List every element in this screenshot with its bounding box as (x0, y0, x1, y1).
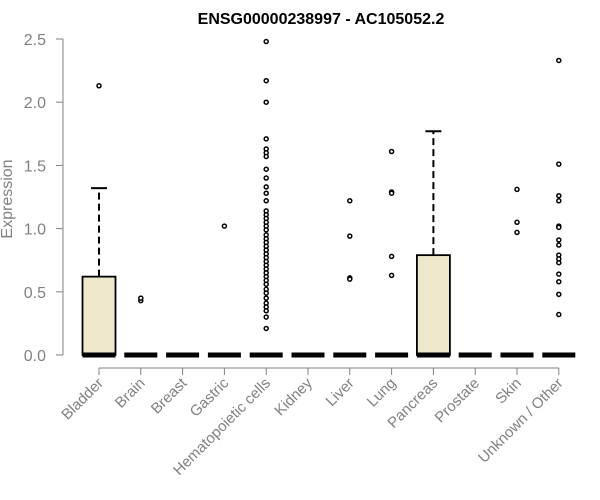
outlier-point (556, 237, 562, 243)
outlier-point (221, 223, 228, 229)
outlier-point (556, 57, 562, 64)
x-tick-label: Skin (492, 375, 525, 408)
outlier-point (556, 278, 562, 285)
y-axis: 0.0 0.5 1.0 1.5 2.0 2.5 (24, 32, 64, 365)
outlier-point (263, 77, 269, 84)
outlier-point (263, 314, 269, 320)
box-group (81, 83, 117, 358)
outlier-point (263, 281, 269, 287)
outlier-point (138, 295, 144, 301)
plot-area (81, 38, 576, 358)
box-group (333, 198, 367, 358)
outlier-point (263, 227, 269, 233)
outlier-point (514, 229, 520, 236)
outlier-point (263, 153, 269, 160)
x-tick-label: Kidney (271, 374, 316, 419)
outlier-point (263, 184, 269, 190)
y-tick-label: 1.0 (24, 222, 46, 239)
outlier-point (388, 148, 395, 155)
x-tick-label: Brain (112, 375, 149, 412)
x-tick-label: Prostate (431, 375, 483, 427)
y-tick-label: 2.0 (24, 95, 46, 112)
outlier-point (263, 136, 269, 142)
outlier-point (556, 311, 562, 318)
outlier-point (263, 198, 269, 204)
outlier-point (263, 38, 269, 45)
outlier-point (514, 186, 520, 193)
outlier-point (556, 161, 562, 167)
box-group (124, 295, 158, 358)
x-tick-label: Bladder (58, 375, 107, 424)
y-tick-label: 0.0 (24, 348, 46, 365)
outlier-point (263, 290, 269, 296)
outlier-point (263, 190, 269, 196)
y-axis-title: Expression (0, 159, 16, 238)
box (415, 254, 451, 356)
outlier-point (556, 198, 562, 204)
outlier-point (556, 291, 562, 298)
outlier-point (556, 192, 562, 199)
box-group (207, 223, 241, 358)
outlier-point (347, 276, 353, 282)
x-tick-label: Lung (364, 375, 400, 411)
outlier-point (556, 224, 562, 231)
outlier-point (96, 83, 102, 89)
outlier-point (556, 271, 562, 277)
x-tick-label: Breast (148, 374, 191, 417)
outlier-point (263, 166, 269, 172)
box (81, 275, 117, 356)
outlier-point (347, 198, 353, 204)
box-group (249, 38, 283, 358)
y-tick-label: 1.5 (24, 158, 46, 175)
box-group (542, 57, 576, 358)
outlier-point (263, 99, 269, 105)
outlier-point (556, 242, 562, 248)
chart-title: ENSG00000238997 - AC105052.2 (198, 11, 445, 28)
y-tick-label: 0.5 (24, 285, 46, 302)
outlier-point (263, 325, 269, 332)
outlier-point (388, 253, 395, 260)
outlier-point (514, 219, 520, 226)
box-group (415, 130, 451, 358)
outlier-point (263, 308, 269, 314)
x-tick-label: Liver (323, 375, 358, 410)
outlier-point (263, 175, 269, 181)
y-tick-label: 2.5 (24, 32, 46, 49)
box-group (375, 148, 409, 358)
outlier-point (556, 259, 562, 266)
outlier-point (263, 295, 269, 301)
outlier-point (347, 233, 353, 239)
box-group (500, 186, 534, 358)
outlier-point (388, 272, 395, 279)
outlier-point (388, 190, 395, 196)
